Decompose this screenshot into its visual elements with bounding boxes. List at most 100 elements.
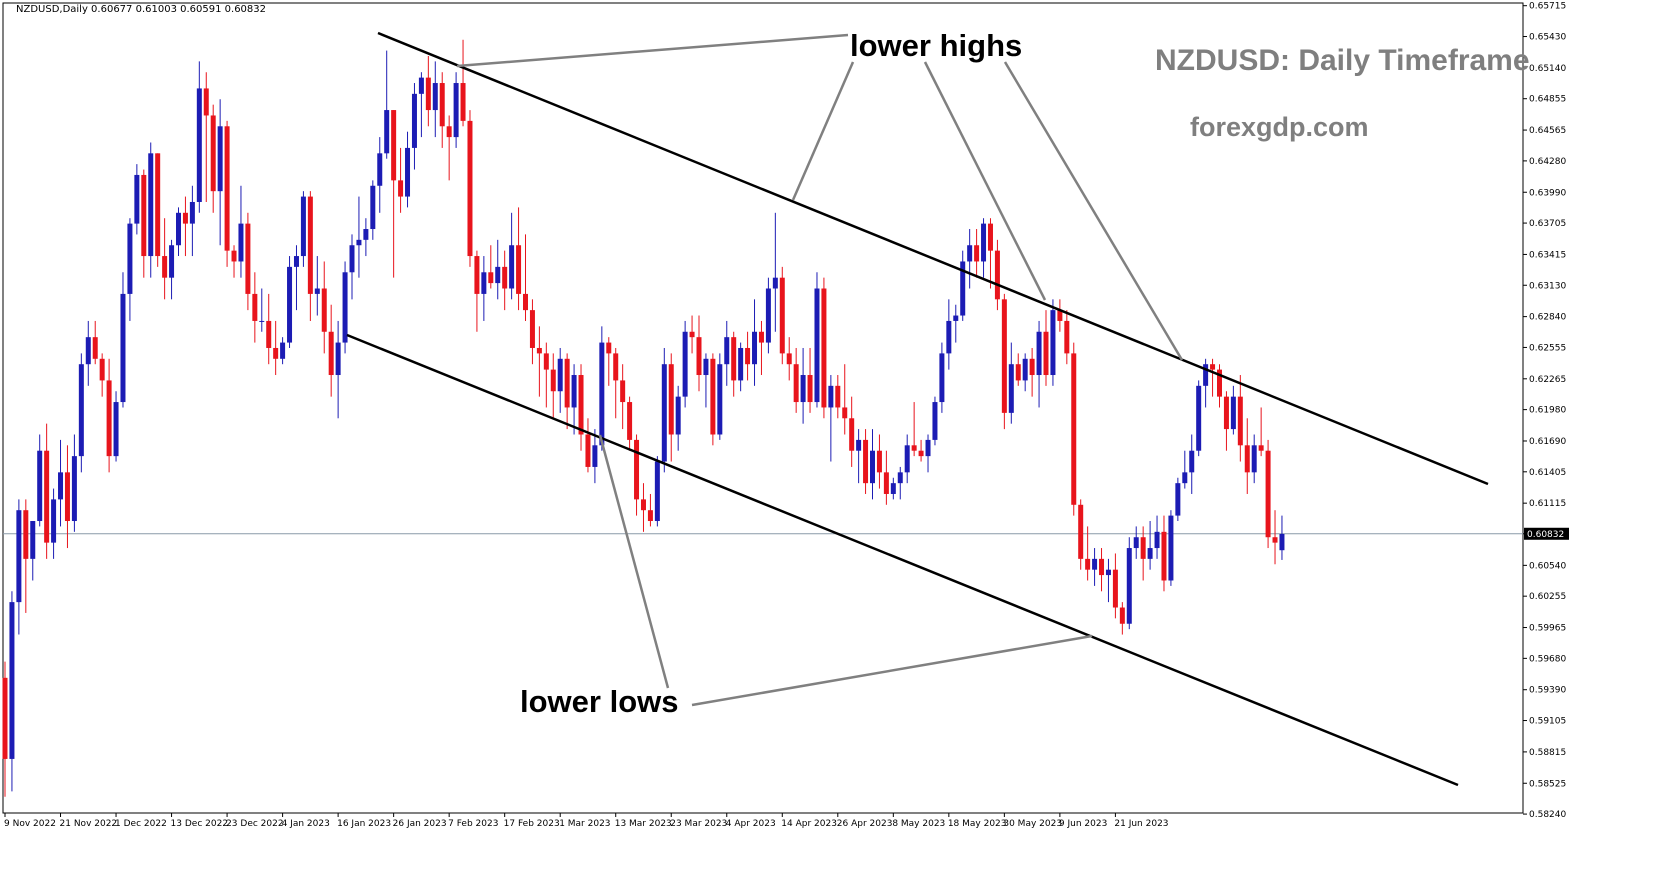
y-tick-label: 0.61690: [1529, 437, 1566, 447]
y-tick-label: 0.59965: [1529, 624, 1566, 634]
candle-bear: [1258, 445, 1264, 451]
candle-bull: [370, 185, 376, 230]
y-tick-label: 0.60255: [1529, 592, 1566, 602]
candle-bull: [828, 385, 834, 408]
website-label: forexgdp.com: [1190, 112, 1369, 142]
candle-bear: [835, 385, 841, 408]
candle-bear: [994, 250, 1000, 300]
y-tick-label: 0.62265: [1529, 375, 1566, 385]
candle-bear: [974, 245, 980, 262]
candle-bear: [640, 499, 646, 511]
x-tick-label: 9 Nov 2022: [4, 819, 56, 829]
candle-bull: [1189, 450, 1195, 473]
candle-bear: [439, 83, 445, 127]
upper-channel-line[interactable]: [377, 31, 1489, 486]
x-tick-label: 4 Apr 2023: [726, 819, 776, 829]
x-tick-label: 30 May 2023: [1003, 819, 1062, 829]
candle-bear: [23, 510, 29, 559]
candle-bear: [668, 364, 674, 435]
candle-bull: [453, 83, 459, 138]
candle-bear: [391, 110, 397, 181]
candle-bull: [925, 439, 931, 457]
candle-bear: [987, 223, 993, 251]
candle-bull: [939, 353, 945, 403]
candle-bull: [654, 461, 660, 522]
pointer-lower-low-1: [598, 434, 670, 689]
x-tick-label: 23 Mar 2023: [670, 819, 727, 829]
candle-bear: [1223, 396, 1229, 430]
candle-bear: [543, 353, 549, 370]
x-tick-label: 1 Mar 2023: [559, 819, 610, 829]
candle-bull: [169, 245, 175, 278]
candle-bear: [1043, 331, 1049, 376]
candle-bull: [287, 266, 293, 343]
lower-channel-line[interactable]: [346, 333, 1459, 787]
candle-bull: [71, 456, 77, 522]
candle-bull: [9, 602, 15, 759]
candle-bear: [606, 342, 612, 354]
x-tick-label: 26 Apr 2023: [837, 819, 893, 829]
candle-bear: [758, 331, 764, 343]
y-tick-label: 0.58815: [1529, 748, 1566, 758]
candle-bear: [2, 677, 8, 759]
candle-bull: [1175, 483, 1181, 516]
candle-bull: [703, 358, 709, 376]
candle-bear: [536, 347, 542, 354]
x-tick-label: 13 Mar 2023: [615, 819, 672, 829]
candle-bull: [384, 110, 390, 154]
candle-bull: [217, 126, 223, 192]
candle-bear: [1001, 299, 1007, 413]
candle-bear: [266, 320, 272, 348]
pointer-lower-high-1: [456, 33, 849, 68]
candle-bear: [613, 353, 619, 381]
candle-bull: [752, 331, 758, 365]
symbol-info-line: NZDUSD,Daily 0.60677 0.61003 0.60591 0.6…: [16, 4, 267, 15]
candle-bear: [92, 337, 98, 359]
candle-bear: [627, 402, 633, 440]
candle-bull: [1251, 445, 1257, 473]
candle-bull: [890, 483, 896, 494]
candle-bull: [946, 320, 952, 354]
candle-bull: [363, 229, 369, 240]
candle-bull: [134, 174, 140, 224]
candle-bear: [224, 126, 230, 251]
candle-bear: [883, 472, 889, 494]
candle-bear: [647, 510, 653, 522]
candle-bear: [918, 450, 924, 457]
x-tick-label: 17 Feb 2023: [504, 819, 560, 829]
candle-bull: [314, 288, 320, 294]
candle-bear: [1029, 358, 1035, 376]
pointer-lower-high-4: [1003, 61, 1184, 361]
candle-bear: [488, 272, 494, 284]
candle-bull: [85, 337, 91, 365]
candle-bear: [1057, 310, 1063, 321]
x-tick-label: 7 Feb 2023: [448, 819, 498, 829]
candle-bear: [1078, 504, 1084, 559]
candle-bear: [529, 310, 535, 348]
candle-bull: [1147, 548, 1153, 559]
candle-bull: [259, 320, 265, 322]
y-tick-label: 0.63130: [1529, 281, 1566, 291]
candle-bear: [842, 407, 848, 419]
candle-bull: [1230, 396, 1236, 430]
pointer-lower-high-3: [923, 61, 1047, 301]
candle-bull: [127, 223, 133, 294]
x-tick-label: 23 Dec 2022: [226, 819, 284, 829]
candle-bear: [696, 337, 702, 376]
candle-bull: [571, 375, 577, 408]
candle-bull: [300, 196, 306, 257]
candle-bull: [432, 83, 438, 111]
candle-bull: [418, 77, 424, 94]
candle-bull: [349, 245, 355, 273]
y-tick-label: 0.64855: [1529, 95, 1566, 105]
y-tick-label: 0.63705: [1529, 219, 1566, 229]
candle-bear: [231, 250, 237, 262]
candle-bear: [1140, 537, 1146, 559]
y-tick-label: 0.61405: [1529, 468, 1566, 478]
candle-bear: [1099, 558, 1105, 576]
candle-bull: [953, 315, 959, 321]
candle-bear: [273, 347, 279, 359]
candle-bull: [1105, 569, 1111, 576]
candle-bear: [425, 77, 431, 111]
